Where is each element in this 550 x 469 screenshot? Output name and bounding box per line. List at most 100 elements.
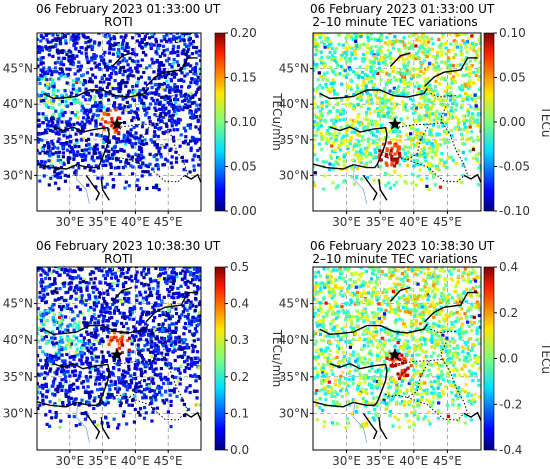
tec-dot: [139, 293, 143, 297]
tec-dot: [108, 59, 112, 63]
tec-dot: [92, 281, 96, 285]
tec-dot: [38, 391, 42, 395]
tec-dot: [174, 375, 178, 380]
tec-dot: [41, 120, 45, 125]
tec-dot: [97, 93, 102, 97]
tec-dot: [78, 374, 82, 378]
tec-dot: [77, 295, 82, 299]
tec-dot: [457, 178, 461, 182]
tec-dot: [191, 374, 195, 378]
tec-dot: [45, 38, 49, 42]
tec-dot: [93, 97, 97, 101]
tec-dot: [167, 293, 171, 297]
tec-dot: [103, 34, 107, 38]
tec-dot: [339, 140, 343, 144]
tec-dot: [54, 410, 58, 415]
tec-dot: [423, 92, 428, 96]
tec-dot: [119, 80, 124, 84]
tec-dot: [471, 147, 476, 152]
tec-dot: [467, 29, 470, 32]
tec-dot: [411, 98, 415, 102]
tec-dot: [74, 305, 78, 309]
tec-dot: [422, 86, 426, 91]
tec-dot: [373, 90, 377, 94]
tec-dot: [381, 61, 385, 65]
tec-dot: [414, 183, 418, 187]
tec-dot: [66, 369, 70, 374]
tec-dot: [44, 96, 48, 100]
tec-dot: [115, 87, 119, 91]
tec-dot: [168, 62, 172, 67]
tec-dot: [55, 70, 59, 74]
tec-dot: [196, 322, 201, 327]
tec-dot: [42, 174, 46, 178]
tec-dot: [138, 44, 142, 48]
tec-dot: [67, 398, 71, 402]
tec-dot: [337, 25, 340, 28]
tec-dot: [108, 311, 112, 315]
tec-dot: [154, 337, 158, 341]
tec-dot: [61, 151, 66, 155]
tec-dot: [145, 41, 149, 46]
tec-dot: [324, 100, 328, 104]
tec-dot: [443, 161, 447, 165]
tec-dot: [360, 122, 364, 126]
tec-dot: [145, 387, 149, 391]
tec-dot: [86, 142, 90, 147]
tec-dot: [56, 261, 59, 264]
tec-dot: [433, 66, 437, 70]
tec-dot: [114, 42, 118, 46]
tec-dot: [140, 273, 144, 277]
tec-dot: [155, 52, 159, 56]
tec-dot: [38, 403, 42, 407]
tec-dot: [382, 103, 386, 108]
tec-dot: [430, 47, 435, 51]
tec-dot: [79, 333, 83, 338]
tec-dot: [121, 267, 126, 269]
tec-dot: [145, 66, 149, 70]
tec-dot: [332, 121, 336, 125]
tec-dot: [139, 261, 142, 264]
tec-dot: [423, 47, 427, 51]
tec-dot: [318, 83, 322, 87]
tec-dot: [57, 56, 61, 60]
tec-dot: [197, 269, 201, 273]
tec-dot: [74, 36, 78, 40]
tec-dot: [57, 351, 61, 355]
tec-dot: [360, 151, 364, 156]
tec-dot: [149, 364, 154, 369]
tec-dot: [153, 106, 157, 110]
tec-dot: [63, 173, 67, 178]
tec-dot: [158, 313, 162, 318]
tec-dot: [126, 28, 129, 31]
tec-dot: [162, 49, 166, 53]
tec-dot: [374, 28, 377, 31]
tec-dot: [446, 69, 450, 73]
tec-dot: [129, 70, 133, 74]
tec-dot: [180, 26, 183, 29]
tec-dot: [342, 155, 346, 159]
tec-dot: [52, 322, 56, 327]
tec-dot: [82, 28, 85, 31]
tec-dot: [188, 303, 193, 307]
tec-dot: [106, 369, 111, 373]
tec-dot: [119, 87, 123, 91]
tec-dot: [409, 26, 412, 29]
tec-dot: [162, 108, 166, 112]
tec-dot: [426, 76, 431, 81]
tec-dot: [94, 326, 98, 330]
tec-dot: [168, 393, 173, 397]
tec-dot: [314, 44, 318, 48]
tec-dot: [142, 405, 147, 410]
tec-dot: [174, 307, 178, 311]
tec-dot: [323, 119, 327, 123]
tec-dot: [328, 65, 333, 69]
tec-dot: [346, 57, 350, 61]
tec-dot: [109, 165, 113, 170]
tec-dot: [68, 67, 72, 71]
tec-dot: [191, 94, 195, 98]
tec-dot: [410, 33, 414, 36]
lon-tick-label: 30°E: [332, 215, 361, 229]
tec-dot: [145, 131, 149, 135]
tec-dot: [156, 348, 161, 352]
